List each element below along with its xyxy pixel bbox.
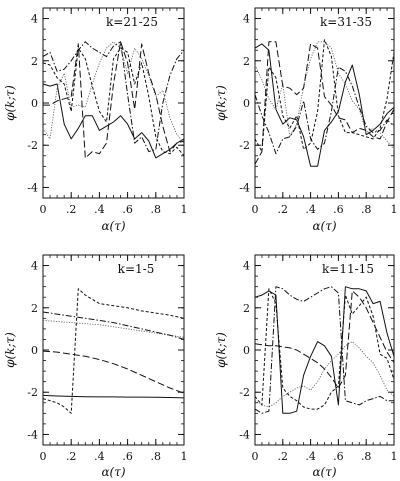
y-tick-label: -2	[27, 139, 38, 152]
panel-label: k=31-35	[320, 15, 372, 29]
x-tick-label: .8	[151, 203, 162, 216]
y-tick-label: -4	[239, 428, 250, 441]
x-tick-label: 1	[181, 203, 188, 216]
y-tick-label: 0	[243, 344, 250, 357]
series-line-dotted-fine	[254, 41, 395, 150]
series-line-solid	[42, 394, 185, 399]
x-tick-label: 1	[181, 450, 188, 463]
x-tick-label: .2	[66, 203, 77, 216]
x-tick-label: .2	[278, 203, 289, 216]
x-tick-label: .8	[151, 450, 162, 463]
series-layer	[42, 41, 185, 159]
series-line-long-dash	[254, 41, 395, 165]
series-line-long-dash	[43, 41, 185, 159]
y-tick-label: 2	[31, 55, 38, 68]
series-line-long-dash	[42, 350, 185, 394]
x-tick-label: 0	[252, 203, 259, 216]
y-tick-label: 2	[243, 302, 250, 315]
x-tick-label: .4	[94, 450, 105, 463]
y-tick-label: 0	[31, 97, 38, 110]
y-tick-label: 2	[31, 302, 38, 315]
x-tick-label: 0	[40, 203, 47, 216]
y-tick-label: 0	[31, 344, 38, 357]
x-tick-label: .4	[94, 203, 105, 216]
y-axis-label: φ(k;τ)	[214, 85, 228, 121]
x-axis-label: α(τ)	[101, 465, 125, 479]
series-line-dash-dot	[254, 66, 395, 155]
series-line-dashed	[42, 47, 185, 157]
x-tick-label: 0	[40, 450, 47, 463]
series-line-dash-dot	[254, 286, 394, 414]
x-tick-label: .4	[305, 203, 316, 216]
x-tick-label: .8	[361, 450, 372, 463]
y-axis-label: φ(k;τ)	[3, 85, 17, 121]
series-line-solid	[254, 286, 395, 414]
panel-label: k=11-15	[322, 262, 374, 276]
y-tick-label: 4	[31, 13, 38, 26]
x-tick-label: .6	[333, 450, 344, 463]
panel-k31-35: 0 .2 .4 .6 .8 1 -4 -2 0 2 4 k=31-35 φ(k;τ) α(τ)	[214, 7, 398, 233]
series-line-dashed	[42, 288, 185, 414]
y-tick-label: 4	[243, 260, 250, 273]
x-tick-label: .2	[278, 450, 289, 463]
x-tick-label: 1	[391, 450, 398, 463]
x-tick-label: .6	[122, 203, 133, 216]
y-axis-label: φ(k;τ)	[3, 332, 17, 368]
y-tick-label: 4	[243, 13, 250, 26]
y-tick-label: 0	[243, 97, 250, 110]
y-tick-label: -2	[239, 139, 250, 152]
y-tick-label: 4	[31, 260, 38, 273]
y-tick-label: -2	[239, 386, 250, 399]
series-line-long-dash	[254, 290, 395, 389]
series-line-solid	[42, 83, 185, 159]
panel-k11-15: 0 .2 .4 .6 .8 1 -4 -2 0 2 4 k=11-15 φ(k;τ) α(τ)	[214, 254, 398, 479]
y-axis-label: φ(k;τ)	[214, 332, 228, 368]
series-layer	[42, 288, 185, 414]
y-tick-label: -2	[27, 386, 38, 399]
series-line-solid	[254, 43, 395, 167]
x-axis-label: α(τ)	[312, 465, 336, 479]
x-tick-label: 0	[252, 450, 259, 463]
series-line-dashed	[254, 39, 395, 153]
x-axis-label: α(τ)	[101, 219, 125, 233]
x-tick-label: .6	[333, 203, 344, 216]
panel-label: k=1-5	[118, 262, 155, 276]
series-line-dashed	[254, 288, 395, 410]
series-line-dash-dot	[42, 41, 185, 153]
y-tick-label: -4	[239, 181, 250, 194]
x-tick-label: 1	[391, 203, 398, 216]
series-line-dotted-fine	[254, 341, 395, 408]
x-tick-label: .8	[361, 203, 372, 216]
x-tick-label: .4	[305, 450, 316, 463]
x-tick-label: .6	[122, 450, 133, 463]
series-layer	[254, 39, 395, 167]
x-axis-label: α(τ)	[312, 219, 336, 233]
panel-k21-25: 0 .2 .4 .6 .8 1 -4 -2 0 2 4 k=21-25 φ(k;τ) α(τ)	[3, 7, 188, 233]
y-tick-label: 2	[243, 55, 250, 68]
series-line-dotted-fine	[42, 41, 185, 144]
y-tick-label: -4	[27, 181, 38, 194]
series-line-dotted-fine	[42, 319, 185, 338]
y-tick-label: -4	[27, 428, 38, 441]
panel-label: k=21-25	[106, 15, 158, 29]
x-tick-label: .2	[66, 450, 77, 463]
series-layer	[254, 286, 395, 414]
series-line-dash-dot	[42, 311, 185, 340]
panel-k1-5: 0 .2 .4 .6 .8 1 -4 -2 0 2 4 k=1-5 φ(k;τ) α(τ)	[3, 254, 188, 479]
